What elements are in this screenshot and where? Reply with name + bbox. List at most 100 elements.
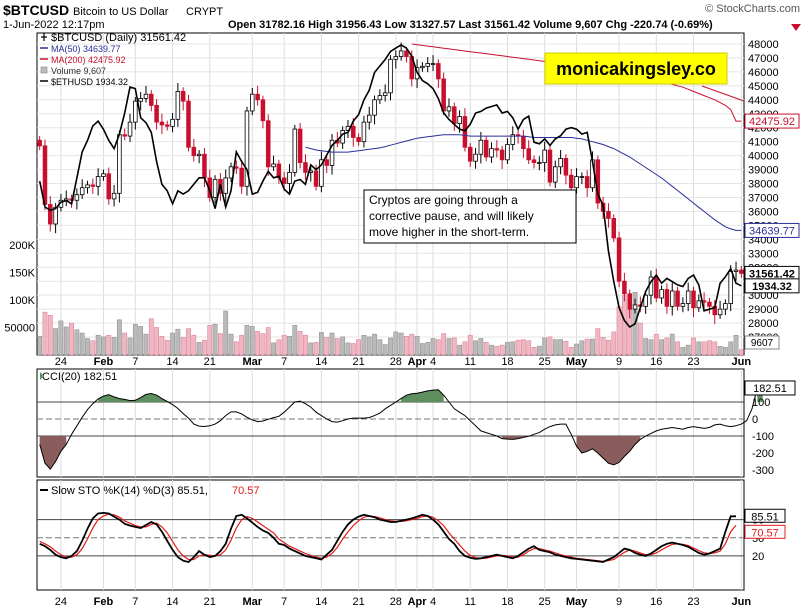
volume-bar	[510, 341, 516, 356]
volume-bar	[494, 345, 500, 356]
volume-bar	[398, 332, 404, 356]
x-axis-label: 21	[352, 356, 364, 368]
volume-bar	[180, 337, 186, 356]
volume-bar	[228, 333, 234, 356]
candle-body	[483, 139, 489, 158]
candle-body	[191, 146, 197, 157]
candle-body	[723, 303, 728, 310]
volume-bar	[117, 319, 122, 356]
x-axis-label: 25	[539, 356, 551, 368]
volume-bar	[85, 338, 90, 356]
candle-body	[271, 163, 276, 168]
volume-bar	[643, 338, 649, 356]
candle-body	[85, 184, 90, 189]
last-price-label: 31561.42	[749, 268, 795, 280]
volume-bar	[265, 327, 271, 356]
volume-bar	[606, 339, 611, 356]
cci-tick-label: 100	[752, 397, 770, 409]
candle-body	[664, 289, 670, 307]
x-axis-label-bottom: 16	[650, 596, 662, 608]
candle-body	[579, 176, 585, 178]
volume-bar	[95, 334, 101, 356]
candle-body	[164, 124, 170, 127]
watermark: © StockCharts.com	[705, 3, 800, 15]
volume-bar	[526, 340, 532, 356]
volume-bar	[717, 345, 723, 356]
candle-body	[388, 58, 393, 94]
x-axis-label: Feb	[94, 356, 114, 368]
candle-body	[398, 50, 404, 57]
x-axis-label-bottom: Mar	[243, 596, 263, 608]
x-axis-label-bottom: 24	[55, 596, 67, 608]
candle-body	[526, 148, 531, 161]
candle-body	[292, 128, 298, 173]
candle-body	[265, 120, 271, 168]
volume-bar	[701, 341, 707, 356]
volume-bar	[303, 334, 308, 356]
candle-body	[696, 300, 702, 309]
candle-body	[685, 290, 691, 304]
candle-body	[717, 308, 723, 316]
legend-swatch	[40, 66, 48, 74]
eth-value-label-box	[744, 278, 800, 294]
x-axis-label-bottom: Jun	[732, 596, 752, 608]
x-axis-label: Jun	[732, 356, 752, 368]
candle-body	[90, 184, 96, 187]
x-axis-label: 18	[501, 356, 513, 368]
volume-tick-100k: 100K	[9, 295, 35, 307]
candle-body	[202, 153, 207, 179]
legend-entry: $ETHUSD 1934.32	[51, 77, 128, 87]
volume-bar	[361, 334, 367, 356]
candle-body	[127, 121, 133, 137]
candle-body	[452, 106, 457, 124]
volume-bar	[47, 315, 53, 356]
cci-negative-fill	[39, 436, 67, 470]
x-axis-label: 4	[430, 356, 436, 368]
cci-tick-label: -100	[752, 431, 774, 443]
candle-body	[537, 162, 542, 165]
ohlc-summary: Open 31782.16 High 31956.43 Low 31327.57…	[228, 19, 713, 31]
cci-tick-label: 0	[752, 414, 758, 426]
volume-bar	[499, 344, 505, 356]
candle-body	[37, 139, 42, 147]
volume-bar	[733, 334, 739, 356]
x-axis-label-bottom: 14	[315, 596, 327, 608]
x-axis-label-bottom: 23	[687, 596, 699, 608]
candle-body	[239, 167, 244, 187]
volume-tick-50000: 50000	[4, 323, 35, 335]
candle-body	[393, 56, 399, 60]
volume-bar	[111, 337, 117, 356]
volume-bar	[451, 337, 457, 356]
candle-body	[319, 159, 324, 187]
volume-bar	[132, 323, 138, 356]
candle-body	[250, 93, 255, 112]
volume-bar	[579, 340, 585, 356]
volume-bar	[122, 332, 128, 356]
candle-body	[446, 106, 452, 112]
volume-bar	[297, 331, 303, 356]
volume-bar	[478, 338, 484, 356]
volume-bar	[542, 337, 548, 356]
volume-bar	[37, 336, 43, 356]
candle-body	[372, 99, 377, 116]
stochastic-panel-frame	[36, 479, 745, 591]
candle-body	[467, 146, 473, 162]
candle-body	[382, 92, 388, 97]
candle-body	[489, 148, 494, 158]
candle-body	[659, 289, 664, 299]
x-axis-label-bottom: Feb	[94, 596, 114, 608]
candle-body	[377, 95, 383, 101]
volume-bar	[563, 341, 569, 356]
x-axis-label-bottom: 28	[390, 596, 402, 608]
x-axis-label-bottom: 9	[616, 596, 622, 608]
volume-bar	[515, 339, 521, 356]
candle-body	[611, 218, 617, 239]
candle-body	[366, 114, 372, 123]
sto-title-d: 70.57	[232, 485, 260, 497]
watermark-banner	[544, 52, 728, 85]
legend-entry: Volume 9,607	[51, 66, 106, 76]
volume-bar	[521, 339, 526, 356]
x-axis-label: May	[566, 356, 588, 368]
candle-body	[196, 153, 202, 157]
